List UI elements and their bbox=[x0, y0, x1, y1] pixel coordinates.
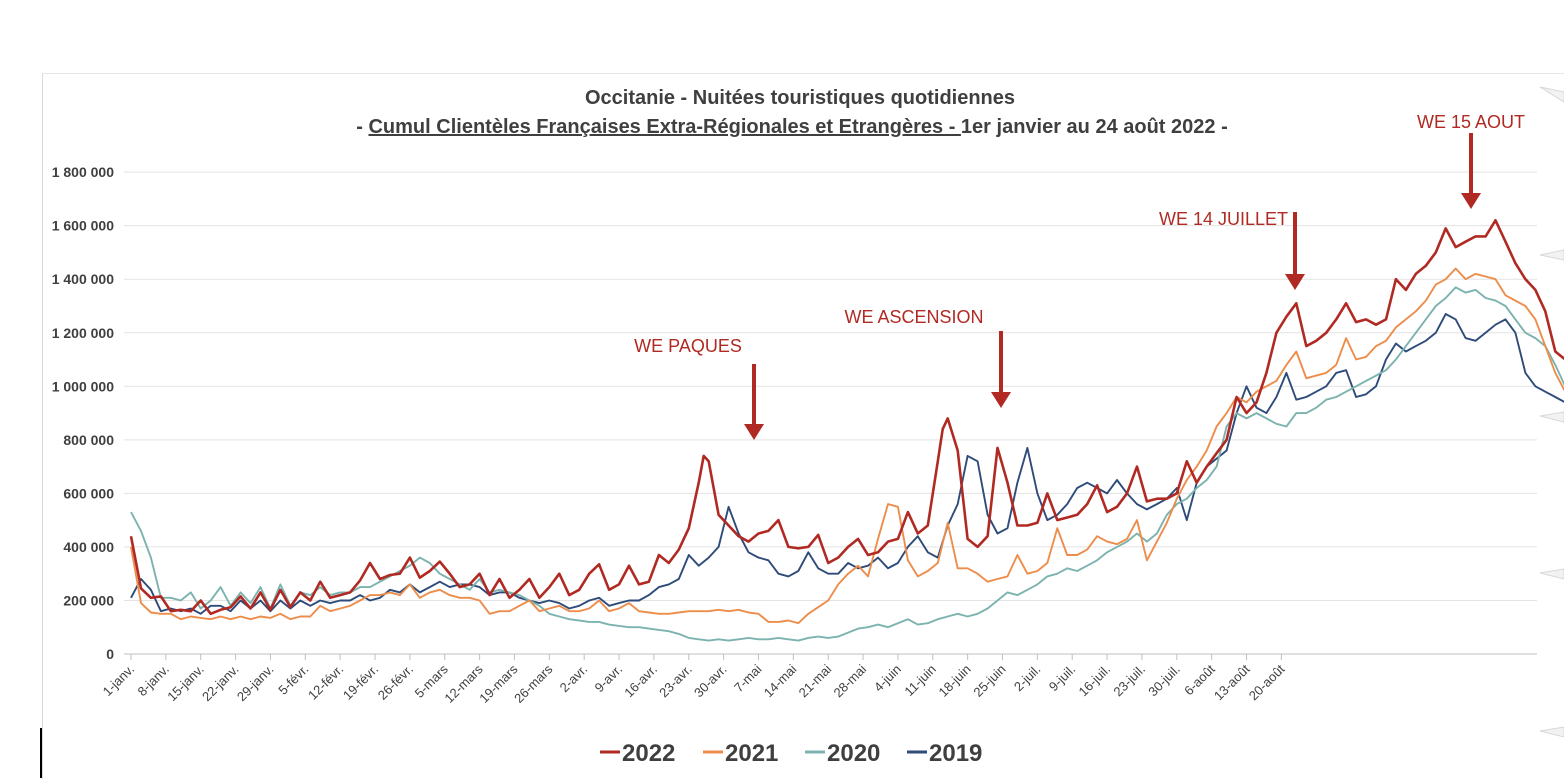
annotation-label: WE 15 AOUT bbox=[1417, 112, 1525, 132]
y-tick-label: 1 800 000 bbox=[52, 164, 114, 180]
x-tick-label: 7-mai bbox=[731, 661, 765, 695]
x-tick-label: 15-janv. bbox=[164, 662, 207, 705]
y-tick-label: 1 000 000 bbox=[52, 378, 114, 394]
chart-frame bbox=[42, 73, 1564, 779]
legend: 2022 2021 2020 2019 bbox=[600, 740, 982, 767]
edge-tab bbox=[1539, 411, 1564, 423]
annotations: WE PAQUES WE ASCENSION WE 14 JUILLET WE 15 … bbox=[634, 112, 1525, 440]
chart-subtitle: - Cumul Clientèles Françaises Extra-Régi… bbox=[356, 116, 1227, 138]
series-line-2020 bbox=[130, 286, 1564, 642]
x-tick-label: 29-janv. bbox=[234, 662, 277, 705]
x-tick-label: 18-juin bbox=[936, 662, 974, 700]
x-tick-label: 12-févr. bbox=[305, 662, 346, 703]
x-tick-label: 11-juin bbox=[901, 662, 939, 700]
x-tick-label: 23-avr. bbox=[656, 662, 695, 701]
y-tick-label: 0 bbox=[106, 646, 114, 662]
x-tick-label: 20-août bbox=[1246, 661, 1288, 703]
y-tick-label: 600 000 bbox=[63, 485, 114, 501]
annotation-arrow-head bbox=[1285, 274, 1305, 290]
edge-tab bbox=[1539, 726, 1564, 738]
x-tick-label: 19-févr. bbox=[340, 662, 381, 703]
x-tick-label: 2-juil. bbox=[1011, 662, 1044, 695]
window-edge-line bbox=[40, 728, 42, 778]
x-tick-label: 14-mai bbox=[761, 661, 800, 700]
x-tick-label: 26-févr. bbox=[375, 662, 416, 703]
x-tick-label: 22-janv. bbox=[199, 662, 242, 705]
legend-label-2022: 2022 bbox=[622, 740, 675, 767]
chart-title: Occitanie - Nuitées touristiques quotidi… bbox=[585, 87, 1015, 109]
x-tick-label: 9-juil. bbox=[1046, 662, 1079, 695]
annotation-arrow-head bbox=[991, 392, 1011, 408]
x-tick-label: 26-mars bbox=[511, 661, 556, 706]
x-tick-label: 28-mai bbox=[830, 661, 869, 700]
series-line-2019 bbox=[130, 313, 1564, 615]
legend-label-2019: 2019 bbox=[929, 740, 982, 767]
annotation-arrow-head bbox=[744, 424, 764, 440]
series-line-2022 bbox=[129, 219, 1564, 616]
y-tick-label: 1 200 000 bbox=[52, 325, 114, 341]
x-tick-label: 4-juin bbox=[871, 662, 904, 695]
y-axis: 0 200 000 400 000 600 000 800 000 1 000 000 1 … bbox=[52, 164, 115, 662]
x-tick-label: 9-avr. bbox=[592, 662, 626, 696]
x-tick-label: 1-janv. bbox=[100, 662, 138, 700]
annotation-arrow-head bbox=[1461, 193, 1481, 209]
x-tick-label: 30-juil. bbox=[1145, 662, 1183, 700]
edge-tab bbox=[1539, 86, 1564, 103]
subtitle-suffix: 1er janvier au 24 août 2022 - bbox=[961, 116, 1228, 138]
x-tick-label: 13-août bbox=[1211, 661, 1253, 703]
x-tick-label: 21-mai bbox=[796, 661, 835, 700]
legend-label-2021: 2021 bbox=[725, 740, 778, 767]
x-tick-label: 2-avr. bbox=[557, 662, 591, 696]
y-tick-label: 1 400 000 bbox=[52, 271, 114, 287]
legend-label-2020: 2020 bbox=[827, 740, 880, 767]
annotation-label: WE 14 JUILLET bbox=[1159, 209, 1288, 229]
edge-decor bbox=[1539, 86, 1564, 738]
series-lines bbox=[129, 219, 1564, 642]
x-tick-label: 30-avr. bbox=[691, 662, 730, 701]
x-tick-label: 16-avr. bbox=[621, 662, 660, 701]
x-axis: 1-janv.8-janv.15-janv.22-janv.29-janv.5-… bbox=[100, 654, 1288, 706]
x-tick-label: 23-juil. bbox=[1110, 662, 1148, 700]
y-tick-label: 800 000 bbox=[63, 432, 114, 448]
edge-tab bbox=[1539, 568, 1564, 580]
annotation-label: WE ASCENSION bbox=[844, 307, 983, 327]
subtitle-prefix: - bbox=[356, 116, 368, 138]
y-tick-label: 200 000 bbox=[63, 592, 114, 608]
subtitle-underlined: Cumul Clientèles Françaises Extra-Région… bbox=[368, 116, 960, 138]
x-tick-label: 16-juil. bbox=[1076, 662, 1114, 700]
edge-tab bbox=[1539, 249, 1564, 261]
x-tick-label: 25-juin bbox=[970, 662, 1008, 700]
annotation-label: WE PAQUES bbox=[634, 336, 742, 356]
y-tick-label: 1 600 000 bbox=[52, 218, 114, 234]
y-tick-label: 400 000 bbox=[63, 539, 114, 555]
gridlines bbox=[124, 171, 1537, 655]
series-line-2021 bbox=[130, 267, 1564, 625]
